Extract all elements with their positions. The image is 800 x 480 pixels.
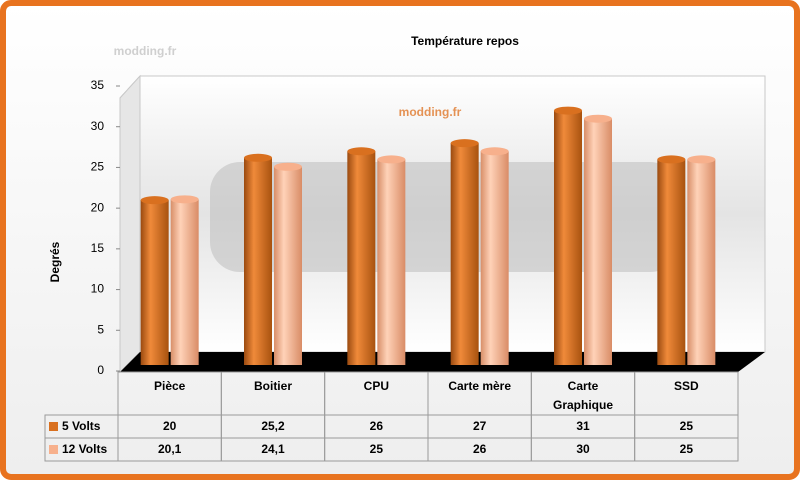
bar-cap (480, 147, 509, 156)
table-value: 24,1 (261, 442, 285, 456)
legend-label: 12 Volts (62, 442, 107, 456)
x-tick-label: Pièce (154, 379, 186, 393)
y-tick-label: 25 (91, 160, 105, 174)
bar (687, 159, 716, 365)
table-value: 25 (680, 442, 694, 456)
legend-swatch (49, 422, 58, 431)
table-cell (634, 437, 739, 462)
legend-label: 5 Volts (62, 419, 101, 433)
table-value: 25 (680, 419, 694, 433)
x-tick-label: Boitier (254, 379, 292, 393)
side-wall (119, 74, 141, 374)
bar (274, 166, 302, 365)
label-line: Carte (568, 379, 599, 393)
y-tick-label: 15 (91, 241, 105, 255)
bar-cap (377, 155, 406, 164)
bar (377, 159, 406, 365)
bar-cap (244, 153, 272, 162)
table-value: 30 (576, 442, 590, 456)
bar (480, 151, 509, 365)
bar-cap (140, 196, 169, 205)
bar (450, 143, 479, 365)
legend-swatch (49, 445, 58, 454)
y-tick-label: 35 (91, 78, 105, 92)
bar-cap (450, 139, 479, 148)
table-value: 27 (473, 419, 487, 433)
y-tick-label: 20 (91, 200, 105, 214)
x-tick-label: Carte mère (448, 379, 511, 393)
bar-cap (687, 155, 716, 164)
y-tick-label: 10 (91, 282, 105, 296)
label-line: Graphique (553, 398, 613, 412)
table-value: 26 (370, 419, 384, 433)
table-value: 20,1 (158, 442, 182, 456)
x-tick-label: Carte Graphique (553, 379, 613, 412)
bar-cap (170, 195, 199, 204)
bar-cap (274, 162, 302, 171)
bar (170, 199, 199, 365)
y-tick-label: 5 (97, 322, 104, 336)
table-cell (44, 437, 119, 462)
bar (584, 118, 612, 365)
x-tick-label: CPU (364, 379, 389, 393)
table-value: 25,2 (261, 419, 285, 433)
bar (244, 157, 272, 365)
bar (554, 110, 582, 365)
bar (347, 151, 376, 365)
table-value: 25 (370, 442, 384, 456)
y-tick-label: 0 (97, 363, 104, 377)
bar-cap (347, 147, 376, 156)
watermark: modding.fr (399, 105, 462, 119)
chart-title: Température repos (411, 34, 519, 48)
watermark: modding.fr (114, 44, 177, 58)
y-tick-label: 30 (91, 119, 105, 133)
x-tick-label: SSD (674, 379, 699, 393)
bar (140, 200, 169, 365)
y-axis-label: Degrés (48, 241, 62, 282)
table-value: 20 (163, 419, 177, 433)
table-value: 26 (473, 442, 487, 456)
table-value: 31 (576, 419, 590, 433)
bar (657, 159, 686, 365)
bar-cap (584, 114, 612, 123)
bar-cap (657, 155, 686, 164)
bar-cap (554, 106, 582, 115)
